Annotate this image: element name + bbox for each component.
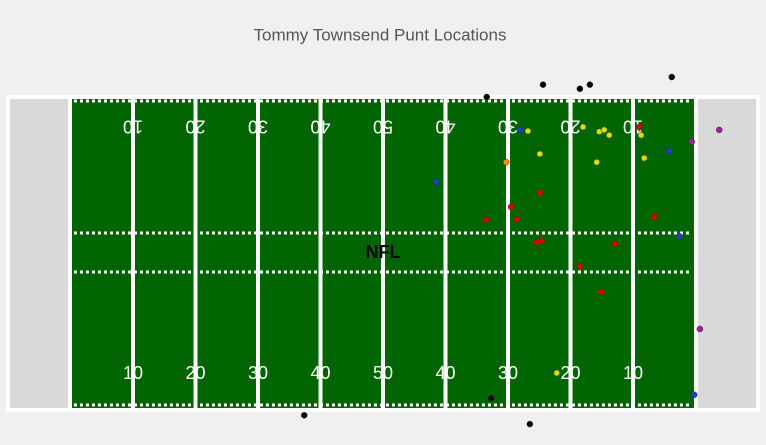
yard-number: 20	[560, 363, 580, 383]
punt-point	[513, 215, 520, 223]
yard-number: 10	[623, 116, 643, 136]
yard-number: 10	[123, 116, 143, 136]
punt-point	[579, 123, 587, 131]
punt-point	[641, 154, 648, 162]
punt-point	[637, 131, 645, 139]
yard-number: 40	[435, 116, 455, 136]
punt-point	[487, 395, 495, 402]
punt-point	[553, 369, 560, 377]
field-label: NFL	[366, 242, 401, 262]
punt-point	[524, 127, 532, 135]
punt-point	[536, 150, 544, 158]
yard-lines	[131, 97, 635, 410]
yard-number: 30	[248, 116, 268, 136]
punt-point	[606, 131, 613, 139]
punt-point	[539, 81, 547, 88]
punt-point	[668, 73, 675, 81]
punt-point	[538, 237, 545, 245]
yard-number: 40	[310, 363, 330, 383]
yard-number: 30	[248, 363, 268, 383]
punt-point	[586, 81, 594, 88]
yard-number: 10	[123, 363, 143, 383]
punt-point	[432, 178, 440, 186]
yard-number: 50	[373, 363, 393, 383]
punt-point	[601, 126, 608, 134]
yard-number: 30	[498, 363, 518, 383]
punt-point	[611, 240, 619, 248]
punt-point	[482, 216, 490, 223]
yard-number: 30	[498, 116, 518, 136]
punt-point	[636, 123, 643, 131]
punt-point	[576, 263, 584, 270]
yard-number: 20	[185, 363, 205, 383]
punt-point	[688, 138, 695, 145]
punt-point	[691, 391, 698, 398]
punt-point	[597, 288, 605, 296]
punt-point	[526, 420, 534, 428]
yard-number: 40	[435, 363, 455, 383]
yard-number: 10	[623, 363, 643, 383]
yard-number: 50	[373, 116, 393, 136]
punt-point	[651, 213, 658, 221]
yard-number: 20	[185, 116, 205, 136]
punt-point	[507, 203, 515, 211]
chart-title: Tommy Townsend Punt Locations	[254, 25, 507, 44]
punt-point	[576, 85, 584, 93]
yard-number: 40	[310, 116, 330, 136]
punt-point	[676, 232, 683, 240]
punt-point	[516, 126, 524, 134]
punt-point	[593, 158, 600, 166]
yard-number: 20	[560, 116, 580, 136]
punt-point	[536, 189, 544, 196]
punt-point	[301, 412, 308, 419]
punt-point	[716, 126, 723, 134]
punt-point	[483, 93, 490, 101]
punt-point	[502, 158, 510, 166]
punt-point	[666, 147, 673, 155]
punt-point	[696, 325, 704, 333]
